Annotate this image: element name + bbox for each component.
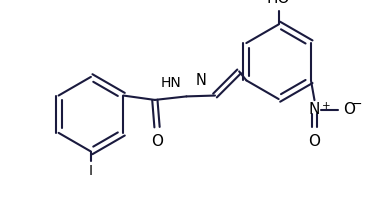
Text: HN: HN [160, 76, 181, 90]
Text: N: N [309, 102, 320, 117]
Text: +: + [322, 101, 331, 111]
Text: N: N [195, 73, 206, 88]
Text: HO: HO [267, 0, 290, 6]
Text: O: O [344, 102, 355, 117]
Text: O: O [309, 134, 321, 149]
Text: O: O [151, 134, 163, 149]
Text: −: − [351, 98, 362, 111]
Text: I: I [89, 164, 93, 178]
